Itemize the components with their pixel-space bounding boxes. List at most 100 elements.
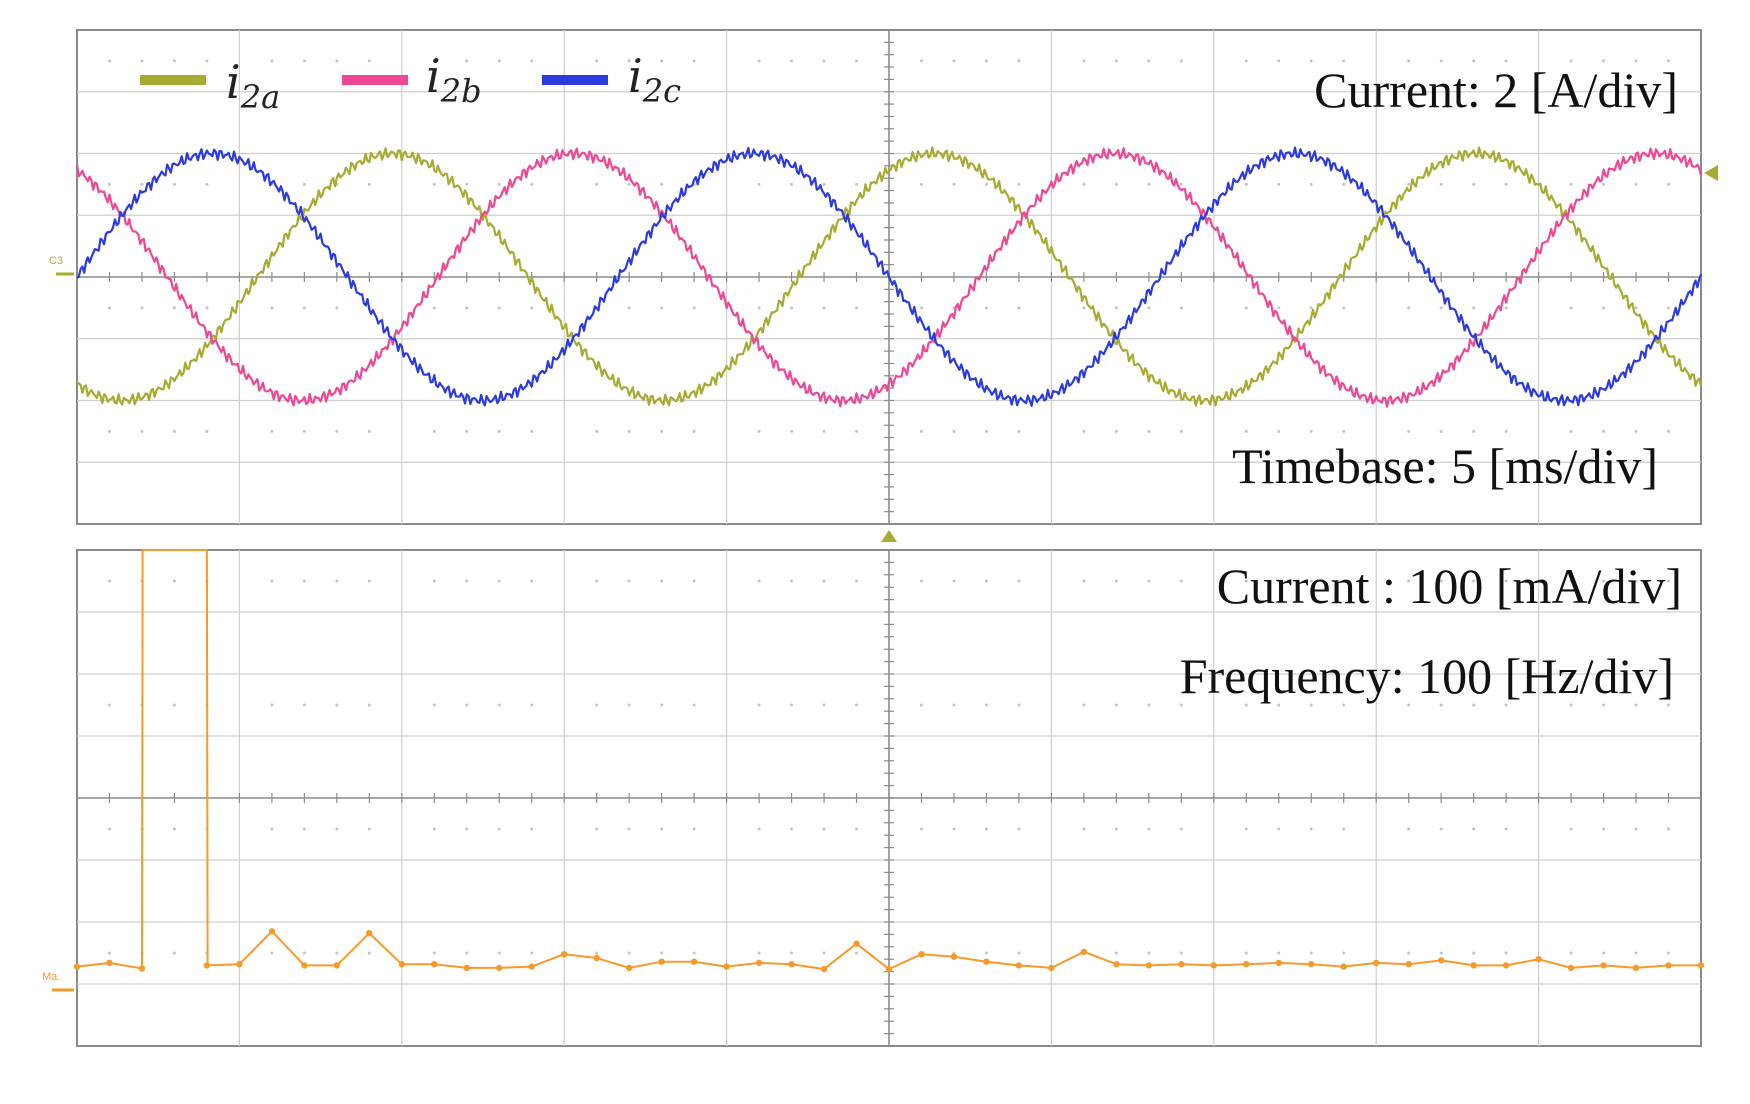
grid-dot [1667, 182, 1671, 186]
grid-dot [757, 703, 761, 707]
grid-dot [530, 429, 534, 433]
grid-dot [465, 182, 469, 186]
spectrum-point [561, 951, 568, 958]
grid-dot [919, 579, 923, 583]
frequency-spectrum-trace [73, 549, 1705, 973]
grid-dot [302, 306, 306, 310]
grid-dot [107, 306, 111, 310]
grid-dot [465, 827, 469, 831]
grid-dot [692, 579, 696, 583]
spectrum-point [463, 964, 470, 972]
grid-dot [919, 429, 923, 433]
grid-dot [1179, 579, 1183, 583]
grid-dot [140, 182, 144, 186]
spectrum-point [138, 965, 146, 972]
grid-dot [1667, 579, 1671, 583]
grid-dot [1179, 827, 1183, 831]
grid-dot [984, 59, 988, 63]
spectrum-point [658, 958, 665, 965]
grid-dot [1114, 429, 1118, 433]
grid-dot [432, 59, 436, 63]
trigger-position-marker [881, 530, 897, 542]
grid-dot [530, 59, 534, 63]
grid-dot [1602, 59, 1606, 63]
grid-dot [1342, 429, 1346, 433]
spectrum-point [950, 953, 958, 960]
grid-dot [822, 827, 826, 831]
grid-dot [822, 306, 826, 310]
grid-dot [497, 59, 501, 63]
grid-dot [1277, 827, 1281, 831]
spectrum-point [236, 961, 243, 968]
spectrum-current-scale-label: Current : 100 [mA/div] [1217, 558, 1682, 614]
grid-dot [790, 59, 794, 63]
spectrum-line [76, 549, 1701, 971]
grid-dot [530, 951, 534, 955]
grid-dot [1342, 59, 1346, 63]
grid-dot [432, 182, 436, 186]
grid-dot [757, 59, 761, 63]
grid-dot [1634, 827, 1638, 831]
grid-dot [1082, 182, 1086, 186]
grid-dot [530, 827, 534, 831]
grid-dot [1504, 827, 1508, 831]
grid-dot [270, 703, 274, 707]
waveform-i2c [76, 146, 1703, 407]
grid-dot [302, 951, 306, 955]
spectrum-point [528, 963, 535, 970]
grid-dot [1244, 182, 1248, 186]
spectrum-point [853, 940, 860, 947]
spectrum-point [885, 965, 893, 973]
grid-dot [1667, 827, 1671, 831]
legend-item-i2b: i2b [342, 49, 482, 110]
grid-dot [1667, 951, 1671, 955]
spectrum-point [1438, 957, 1445, 964]
grid-dot [984, 951, 988, 955]
grid-dot [1244, 827, 1248, 831]
grid-dot [530, 703, 534, 707]
spectrum-point [1243, 961, 1250, 968]
grid-dot [107, 703, 111, 707]
grid-dot [367, 579, 371, 583]
spectrum-point [626, 964, 633, 972]
grid-dot [367, 59, 371, 63]
grid-dot [1017, 579, 1021, 583]
grid-dot [1439, 429, 1443, 433]
grid-dot [270, 579, 274, 583]
grid-dot [952, 827, 956, 831]
grid-dot [1634, 951, 1638, 955]
legend-swatch-i2c [542, 75, 608, 85]
grid-dot [367, 182, 371, 186]
grid-dot [1017, 703, 1021, 707]
grid-dot [1017, 59, 1021, 63]
grid-dot [1277, 429, 1281, 433]
legend-label-i2b: i2b [426, 49, 482, 110]
legend-swatch-i2a [140, 75, 206, 85]
grid-dot [432, 951, 436, 955]
grid-dot [984, 182, 988, 186]
grid-dot [1634, 579, 1638, 583]
grid-dot [1407, 182, 1411, 186]
grid-dot [1667, 306, 1671, 310]
grid-dot [660, 827, 664, 831]
grid-dot [335, 951, 339, 955]
grid-dot [1147, 827, 1151, 831]
grid-dot [1277, 182, 1281, 186]
grid-dot [919, 59, 923, 63]
spectrum-point [1080, 948, 1088, 955]
grid-dot [1179, 951, 1183, 955]
grid-dot [1147, 306, 1151, 310]
grid-dot [140, 59, 144, 63]
grid-dot [367, 827, 371, 831]
grid-dot [172, 182, 176, 186]
grid-dot [660, 703, 664, 707]
grid-dot [107, 429, 111, 433]
grid-dot [1017, 951, 1021, 955]
grid-dot [205, 429, 209, 433]
grid-dot [757, 951, 761, 955]
grid-dot [627, 306, 631, 310]
grid-dot [497, 306, 501, 310]
grid-dot [497, 951, 501, 955]
grid-dot [1472, 182, 1476, 186]
